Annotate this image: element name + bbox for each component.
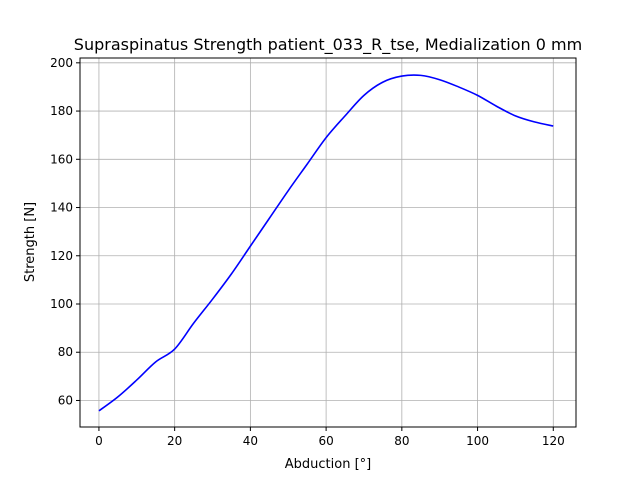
grid — [80, 58, 576, 427]
x-axis-label: Abduction [°] — [285, 457, 371, 472]
x-tick-label: 100 — [466, 434, 489, 448]
y-tick-label: 140 — [50, 201, 73, 215]
x-tick-label: 120 — [542, 434, 565, 448]
y-tick-label: 160 — [50, 152, 73, 166]
x-tick-label: 20 — [167, 434, 182, 448]
series-line — [98, 74, 554, 412]
y-tick-label: 60 — [58, 393, 73, 407]
x-tick-label: 80 — [394, 434, 409, 448]
y-axis-label: Strength [N] — [23, 202, 38, 282]
chart-title: Supraspinatus Strength patient_033_R_tse… — [74, 35, 582, 55]
y-tick-label: 120 — [50, 249, 73, 263]
y-tick-label: 100 — [50, 297, 73, 311]
plot-area — [98, 74, 554, 412]
plot-frame — [79, 57, 577, 428]
axis-ticks: 0 20 40 60 80 100 120 60 80 100 120 140 160 180 200 — [50, 56, 565, 448]
y-tick-label: 180 — [50, 104, 73, 118]
x-tick-label: 0 — [95, 434, 103, 448]
x-tick-label: 40 — [243, 434, 258, 448]
y-tick-label: 80 — [58, 345, 73, 359]
x-tick-label: 60 — [318, 434, 333, 448]
y-tick-label: 200 — [50, 56, 73, 70]
